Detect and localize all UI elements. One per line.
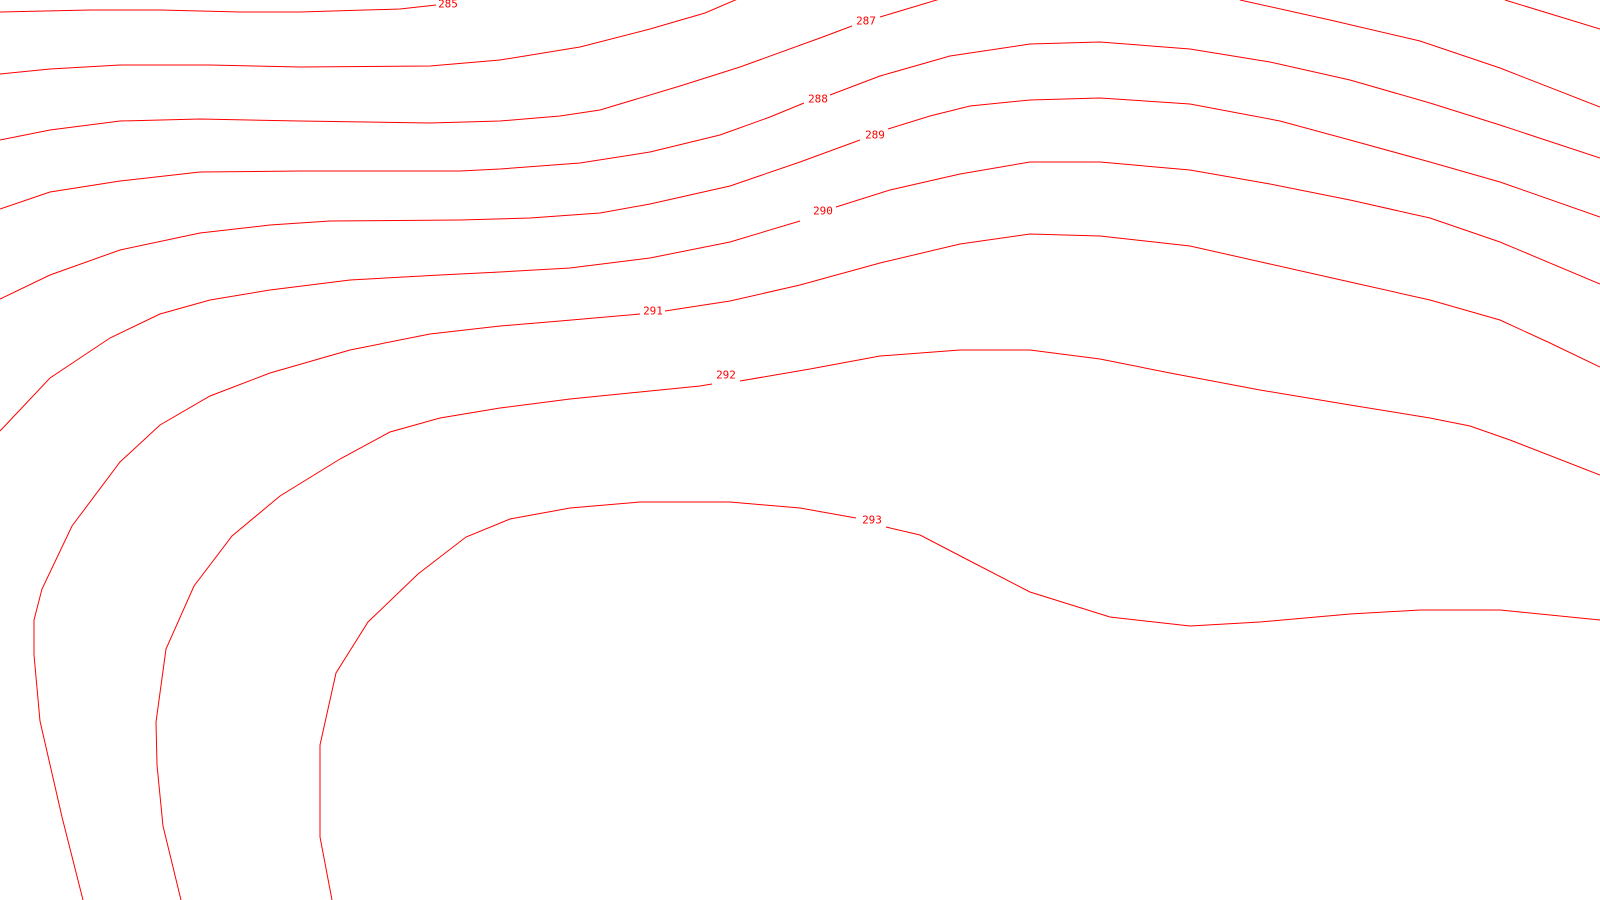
contour-label-287: 287 bbox=[856, 15, 876, 28]
contour-line-edge bbox=[1239, 0, 1600, 108]
contour-label-291: 291 bbox=[643, 305, 663, 318]
contour-line-292 bbox=[155, 349, 1600, 900]
contour-line-290 bbox=[0, 161, 1600, 432]
contour-label-290: 290 bbox=[813, 205, 833, 218]
contour-label-292: 292 bbox=[716, 369, 736, 382]
contour-line-288 bbox=[0, 41, 1600, 210]
contour-label-288: 288 bbox=[808, 93, 828, 106]
contour-line-285 bbox=[0, 4, 437, 13]
contour-line-289 bbox=[0, 97, 1600, 300]
contour-line-286 bbox=[0, 0, 737, 75]
contour-line-287 bbox=[0, 0, 939, 141]
contour-line-291 bbox=[33, 233, 1600, 900]
contour-label-293: 293 bbox=[862, 514, 882, 527]
contour-label-285: 285 bbox=[438, 0, 458, 11]
contour-line-293 bbox=[319, 501, 1600, 900]
contour-labels: 285 287 288 289 290 291 292 293 bbox=[438, 0, 885, 527]
contour-label-289: 289 bbox=[865, 129, 885, 142]
